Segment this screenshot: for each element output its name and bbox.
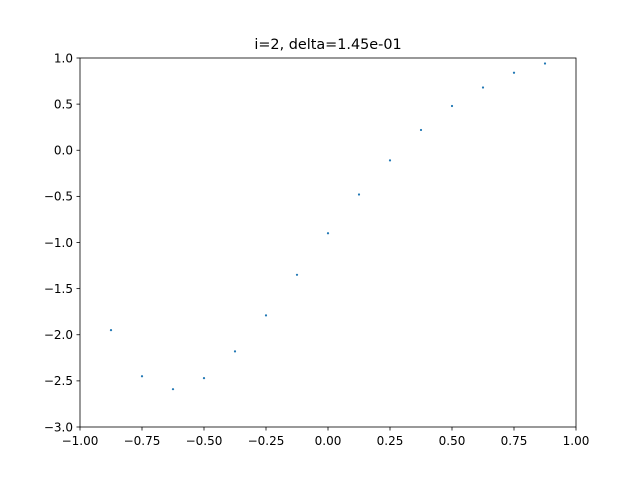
- data-point: [388, 159, 392, 162]
- data-point: [543, 62, 547, 65]
- data-point: [109, 329, 113, 332]
- data-point: [512, 71, 516, 74]
- y-tick-label: −1.5: [44, 282, 73, 296]
- x-tick-label: −0.25: [248, 434, 285, 448]
- y-tick-label: −1.0: [44, 236, 73, 250]
- y-tick-label: 0.5: [54, 97, 73, 111]
- data-point: [233, 350, 237, 353]
- data-point: [450, 104, 454, 108]
- x-tick-label: −0.75: [124, 434, 161, 448]
- data-point: [171, 388, 175, 391]
- y-tick-label: −2.0: [44, 328, 73, 342]
- x-tick-label: −0.50: [186, 434, 223, 448]
- x-tick-label: 0.50: [439, 434, 466, 448]
- x-tick-label: 1.00: [563, 434, 590, 448]
- y-tick-label: 0.0: [54, 144, 73, 158]
- plot-area-frame: [79, 57, 577, 428]
- x-tick-label: −1.00: [62, 434, 99, 448]
- data-point: [481, 86, 485, 89]
- data-point: [264, 314, 268, 317]
- data-points: [109, 62, 547, 391]
- y-tick-label: −0.5: [44, 190, 73, 204]
- data-point: [357, 193, 361, 196]
- y-tick-label: −2.5: [44, 374, 73, 388]
- x-tick-label: 0.25: [377, 434, 404, 448]
- data-point: [202, 377, 206, 380]
- data-point: [326, 232, 330, 235]
- data-point: [140, 375, 144, 378]
- data-point: [419, 128, 423, 132]
- data-point: [295, 273, 299, 276]
- x-tick-label: 0.75: [501, 434, 528, 448]
- chart-title: i=2, delta=1.45e-01: [254, 37, 401, 53]
- axis-ticks: −1.00 −0.75 −0.50 −0.25 0.00 0.25 0.50 0.75 1.00…: [44, 51, 590, 448]
- y-tick-label: 1.0: [54, 51, 73, 65]
- x-tick-label: 0.00: [315, 434, 342, 448]
- y-tick-label: −3.0: [44, 420, 73, 434]
